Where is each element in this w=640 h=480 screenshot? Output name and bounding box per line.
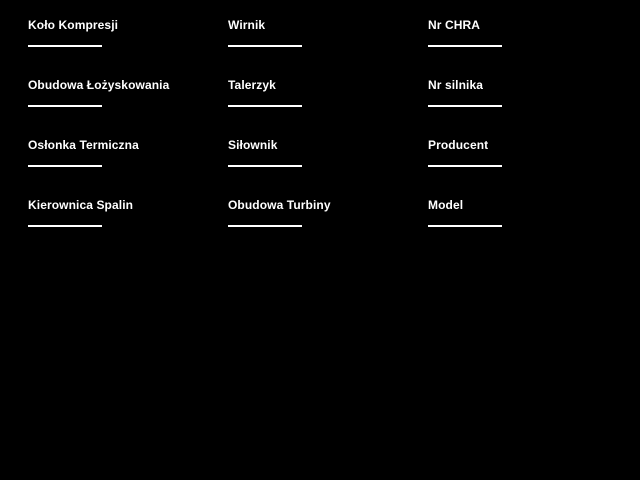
field-label-talerzyk: Talerzyk [228,78,276,92]
field-label-wirnik: Wirnik [228,18,266,32]
field-group-talerzyk: Talerzyk [228,78,408,107]
field-label-nr-chra: Nr CHRA [428,18,481,32]
field-label-kolo-kompresji: Koło Kompresji [28,18,119,32]
field-underline-talerzyk[interactable] [228,105,302,107]
field-underline-producent[interactable] [428,165,502,167]
field-underline-kierownica-spalin[interactable] [28,225,102,227]
field-label-obudowa-lozyskowania: Obudowa Łożyskowania [28,78,170,92]
field-label-silownik: Siłownik [228,138,278,152]
field-underline-oslonka-termiczna[interactable] [28,165,102,167]
field-group-wirnik: Wirnik [228,18,408,47]
field-underline-nr-silnika[interactable] [428,105,502,107]
field-underline-nr-chra[interactable] [428,45,502,47]
field-group-producent: Producent [428,138,608,167]
field-label-obudowa-turbiny: Obudowa Turbiny [228,198,331,212]
field-underline-silownik[interactable] [228,165,302,167]
field-label-kierownica-spalin: Kierownica Spalin [28,198,134,212]
field-group-obudowa-turbiny: Obudowa Turbiny [228,198,408,227]
field-label-model: Model [428,198,464,212]
field-underline-wirnik[interactable] [228,45,302,47]
field-underline-kolo-kompresji[interactable] [28,45,102,47]
field-group-kierownica-spalin: Kierownica Spalin [28,198,208,227]
field-label-producent: Producent [428,138,489,152]
field-group-model: Model [428,198,608,227]
field-group-obudowa-lozyskowania: Obudowa Łożyskowania [28,78,208,107]
field-group-oslonka-termiczna: Osłonka Termiczna [28,138,208,167]
field-group-nr-silnika: Nr silnika [428,78,608,107]
field-group-nr-chra: Nr CHRA [428,18,608,47]
field-group-kolo-kompresji: Koło Kompresji [28,18,208,47]
field-underline-obudowa-turbiny[interactable] [228,225,302,227]
field-underline-model[interactable] [428,225,502,227]
field-label-nr-silnika: Nr silnika [428,78,484,92]
field-label-oslonka-termiczna: Osłonka Termiczna [28,138,139,152]
field-underline-obudowa-lozyskowania[interactable] [28,105,102,107]
field-group-silownik: Siłownik [228,138,408,167]
